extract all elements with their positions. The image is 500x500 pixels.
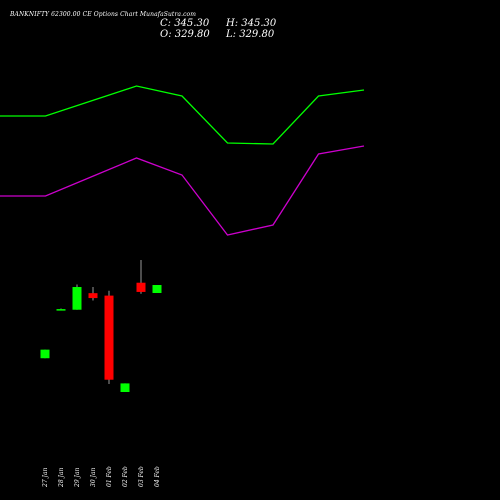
x-axis-ticks: 27 Jan 28 Jan 29 Jan 30 Jan 01 Feb 02 Feb 03 F…: [42, 466, 161, 488]
candle-body: [56, 309, 66, 311]
candle-1: [56, 308, 66, 311]
candle-body: [40, 349, 50, 359]
band-line-0: [0, 85, 365, 145]
candle-body: [104, 295, 114, 380]
candle-body: [120, 383, 130, 392]
high-value: H: 345.30: [226, 18, 277, 29]
candle-body: [88, 293, 98, 299]
x-tick-label: 04 Feb: [154, 466, 161, 487]
candle-0: [40, 349, 50, 359]
candle-body: [152, 285, 162, 293]
x-tick-label: 27 Jan: [42, 467, 49, 488]
candle-7: [152, 285, 162, 293]
x-tick-label: 03 Feb: [138, 466, 145, 487]
candle-body: [72, 287, 82, 310]
chart-title: BANKNIFTY 62300.00 CE Options Chart Muna…: [10, 11, 197, 18]
candle-body: [136, 282, 146, 292]
x-tick-label: 28 Jan: [58, 467, 65, 488]
x-tick-label: 01 Feb: [106, 466, 113, 487]
x-tick-label: 02 Feb: [122, 466, 129, 487]
candle-2: [72, 284, 82, 310]
indicator-bands: [0, 85, 365, 236]
candle-3: [88, 287, 98, 301]
x-tick-label: 30 Jan: [90, 467, 97, 487]
open-value: O: 329.80: [160, 29, 210, 40]
candle-5: [120, 383, 130, 392]
band-line-1: [0, 145, 365, 236]
close-value: C: 345.30: [160, 18, 210, 29]
candle-4: [104, 290, 114, 385]
x-tick-label: 29 Jan: [74, 467, 81, 488]
low-value: L: 329.80: [226, 29, 275, 40]
candlesticks: [40, 260, 162, 392]
candle-6: [136, 260, 146, 294]
